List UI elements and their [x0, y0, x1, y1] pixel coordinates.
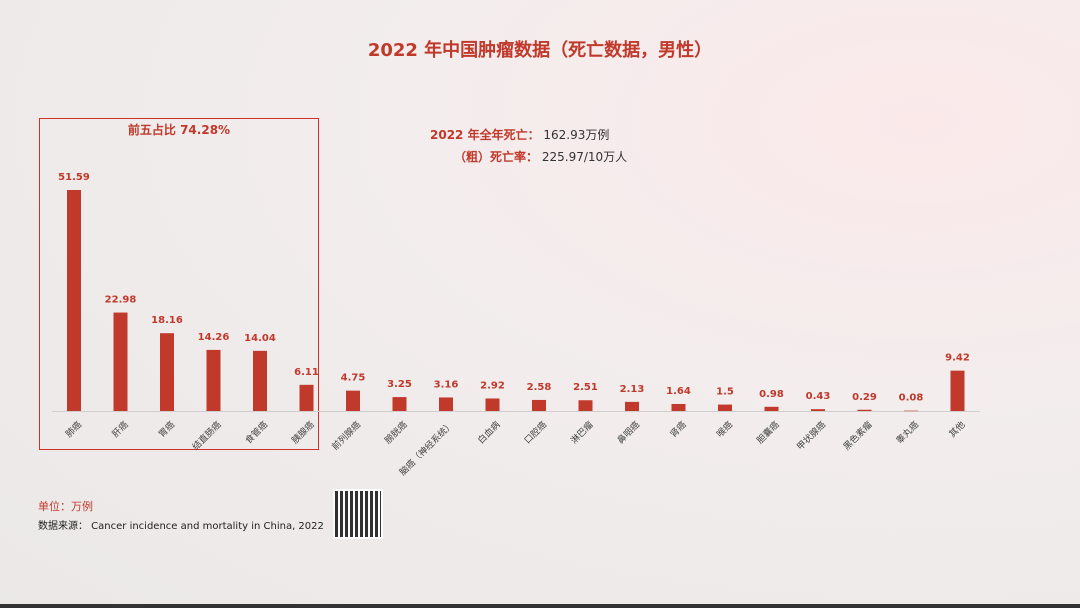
- data-label: 1.64: [666, 386, 691, 397]
- total-deaths-label: 2022 年全年死亡：: [430, 128, 540, 142]
- summary-stats: 2022 年全年死亡： 162.93万例 （粗）死亡率： 225.97/10万人: [430, 124, 627, 168]
- tick-label: 甲状腺癌: [794, 419, 828, 453]
- data-label: 6.11: [294, 367, 319, 378]
- bottom-border: [0, 604, 1080, 608]
- tick-label: 肝癌: [109, 419, 130, 440]
- tick-label: 胆囊癌: [754, 419, 782, 447]
- total-deaths-value: 162.93万例: [543, 128, 610, 142]
- tick-label: 结直肠癌: [190, 419, 224, 453]
- bar: [764, 406, 779, 411]
- death-rate-label: （粗）死亡率：: [454, 150, 539, 164]
- top5-highlight-box: 前五占比 74.28%: [39, 118, 319, 450]
- bar: [299, 384, 314, 411]
- tick-label: 睾丸癌: [894, 419, 922, 447]
- data-label: 9.42: [945, 353, 970, 364]
- unit-label: 单位：万例: [38, 500, 93, 513]
- death-rate-value: 225.97/10万人: [541, 150, 628, 164]
- tick-label: 食管癌: [243, 419, 271, 447]
- data-label: 4.75: [341, 373, 366, 384]
- data-label: 14.26: [198, 332, 230, 343]
- data-label: 3.16: [434, 379, 459, 390]
- bar: [625, 401, 639, 411]
- tick-label: 肾癌: [667, 419, 688, 440]
- data-label: 2.58: [527, 382, 552, 393]
- bar: [346, 390, 360, 411]
- page-title: 2022 年中国肿瘤数据（死亡数据，男性）: [367, 40, 713, 61]
- bar: [439, 397, 453, 411]
- tick-label: 肺癌: [63, 419, 84, 440]
- tick-label: 胰腺癌: [289, 419, 317, 447]
- bar: [392, 397, 407, 411]
- tick-label: 白血病: [475, 419, 503, 447]
- qr-code: [333, 489, 383, 539]
- bar: [485, 398, 500, 411]
- data-label: 0.98: [759, 389, 784, 400]
- data-label: 14.04: [244, 333, 276, 344]
- bar: [532, 399, 546, 411]
- data-label: 1.5: [716, 387, 734, 398]
- data-label: 2.51: [573, 382, 598, 393]
- data-label: 18.16: [151, 315, 183, 326]
- tick-label: 口腔癌: [522, 419, 550, 447]
- tick-label: 喉癌: [714, 419, 735, 440]
- data-label: 2.92: [480, 380, 505, 391]
- data-source: 数据来源： Cancer incidence and mortality in …: [38, 521, 324, 532]
- data-label: 3.25: [387, 379, 412, 390]
- tick-label: 鼻咽癌: [615, 419, 643, 447]
- top5-share-label: 前五占比 74.28%: [127, 123, 231, 137]
- bar: [113, 312, 128, 411]
- data-label: 51.59: [58, 172, 90, 183]
- bar: [950, 370, 965, 411]
- data-label: 0.43: [806, 391, 831, 402]
- bar: [578, 400, 593, 411]
- tick-label: 胃癌: [156, 419, 177, 440]
- bar: [67, 190, 81, 411]
- bar: [857, 409, 872, 411]
- bar: [671, 403, 686, 411]
- tick-label: 黑色素瘤: [841, 419, 875, 453]
- tick-label: 膀胱癌: [382, 419, 410, 447]
- bar: [160, 333, 174, 411]
- tick-label: 其他: [946, 419, 967, 440]
- data-label: 0.29: [852, 392, 877, 403]
- bar: [811, 409, 825, 411]
- bar: [206, 349, 221, 411]
- data-label: 0.08: [899, 393, 924, 404]
- bar: [904, 410, 918, 412]
- bar: [718, 404, 732, 411]
- data-label: 2.13: [620, 384, 645, 395]
- data-label: 22.98: [105, 295, 137, 306]
- tick-label: 前列腺癌: [329, 419, 363, 453]
- bar: [253, 350, 267, 411]
- tick-label: 淋巴瘤: [568, 419, 596, 447]
